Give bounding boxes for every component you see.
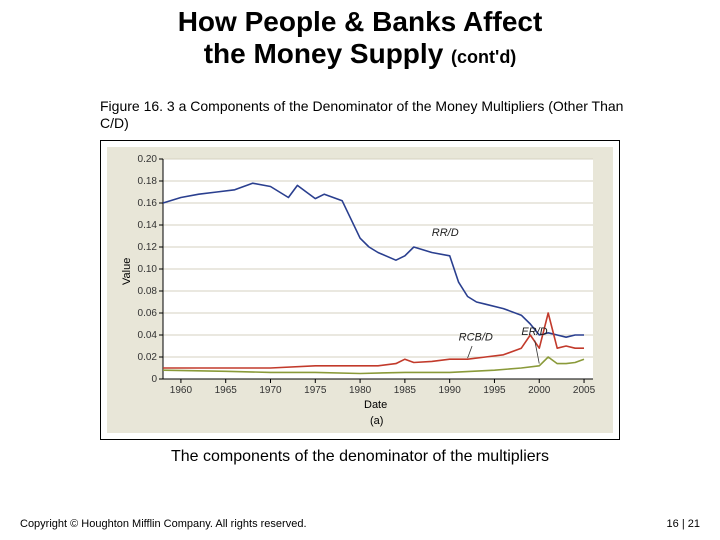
- copyright-text: Copyright © Houghton Mifflin Company. Al…: [20, 518, 307, 530]
- svg-text:0.14: 0.14: [138, 220, 158, 231]
- figure-caption: Figure 16. 3 a Components of the Denomin…: [100, 98, 640, 132]
- svg-text:2000: 2000: [528, 385, 551, 396]
- slide-title: How People & Banks Affect the Money Supp…: [0, 6, 720, 70]
- svg-text:1960: 1960: [170, 385, 193, 396]
- title-line-2-main: the Money Supply: [204, 38, 451, 69]
- svg-text:0.04: 0.04: [138, 330, 158, 341]
- svg-text:RCB/D: RCB/D: [459, 332, 493, 344]
- chart-svg: 0 0.02 0.04 0.06 0.08 0.10 0.12 0.14 0.16 0.18 0.2…: [101, 141, 619, 439]
- svg-text:1995: 1995: [483, 385, 506, 396]
- title-contd: (cont'd): [451, 47, 516, 67]
- svg-text:1980: 1980: [349, 385, 372, 396]
- svg-text:0: 0: [151, 374, 157, 385]
- svg-text:1985: 1985: [394, 385, 417, 396]
- svg-text:0.06: 0.06: [138, 308, 158, 319]
- panel-label: (a): [370, 415, 383, 427]
- title-line-1: How People & Banks Affect: [0, 6, 720, 38]
- svg-text:0.08: 0.08: [138, 286, 158, 297]
- chart-frame: 0 0.02 0.04 0.06 0.08 0.10 0.12 0.14 0.16 0.18 0.2…: [100, 140, 620, 440]
- svg-text:1990: 1990: [439, 385, 462, 396]
- slide: How People & Banks Affect the Money Supp…: [0, 0, 720, 540]
- svg-text:0.18: 0.18: [138, 176, 158, 187]
- svg-text:0.16: 0.16: [138, 198, 158, 209]
- svg-text:1965: 1965: [215, 385, 238, 396]
- svg-text:RR/D: RR/D: [432, 227, 459, 239]
- svg-text:ER/D: ER/D: [521, 326, 547, 338]
- svg-text:0.20: 0.20: [138, 154, 158, 165]
- svg-text:0.02: 0.02: [138, 352, 158, 363]
- page-number: 16 | 21: [667, 518, 700, 530]
- x-axis-label: Date: [364, 399, 387, 411]
- svg-text:0.10: 0.10: [138, 264, 158, 275]
- svg-text:1975: 1975: [304, 385, 327, 396]
- svg-text:1970: 1970: [259, 385, 282, 396]
- title-line-2: the Money Supply (cont'd): [0, 38, 720, 70]
- bottom-caption: The components of the denominator of the…: [0, 448, 720, 466]
- svg-text:2005: 2005: [573, 385, 596, 396]
- svg-text:0.12: 0.12: [138, 242, 158, 253]
- y-axis-label: Value: [121, 258, 133, 285]
